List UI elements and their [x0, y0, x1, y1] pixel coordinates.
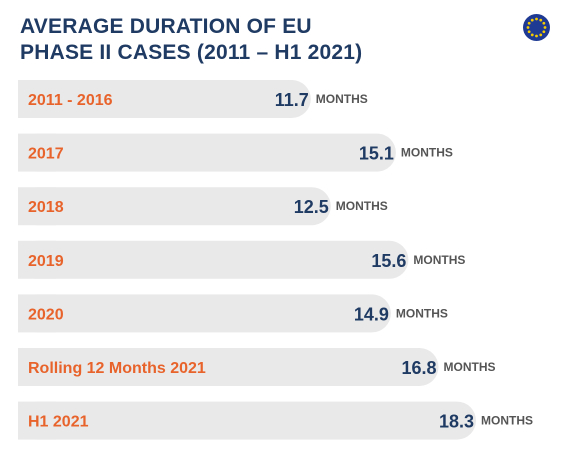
unit-label: MONTHS	[336, 199, 388, 213]
eu-star-icon	[542, 21, 546, 25]
bar-left-edge	[18, 348, 56, 386]
eu-star-icon	[530, 18, 534, 22]
value-label: 11.7	[275, 90, 309, 110]
bar-row: 2019 15.6 MONTHS	[18, 240, 465, 279]
bar-left-edge	[18, 401, 56, 440]
category-label: 2017	[28, 146, 64, 163]
unit-label: MONTHS	[444, 360, 496, 374]
bar	[18, 240, 409, 279]
eu-star-icon	[535, 17, 538, 21]
bar-left-edge	[18, 133, 56, 172]
eu-star-icon	[526, 26, 530, 29]
bar	[18, 401, 476, 440]
bar-left-edge	[18, 187, 56, 226]
unit-label: MONTHS	[316, 92, 368, 106]
category-label: 2011 - 2016	[28, 92, 113, 109]
chart-title-line-1: AVERAGE DURATION OF EU	[20, 15, 312, 38]
unit-label: MONTHS	[413, 253, 465, 267]
eu-star-icon	[539, 33, 543, 37]
category-label: Rolling 12 Months 2021	[28, 360, 206, 377]
bar	[18, 133, 396, 172]
value-label: 12.5	[294, 197, 329, 217]
value-label: 15.6	[371, 251, 406, 271]
value-label: 18.3	[439, 412, 474, 432]
bar	[18, 80, 311, 118]
eu-star-icon	[535, 34, 538, 38]
category-label: 2020	[28, 306, 64, 323]
value-label: 15.1	[359, 144, 394, 164]
bar-row: H1 2021 18.3 MONTHS	[18, 401, 533, 440]
bar-left-edge	[18, 80, 56, 118]
unit-label: MONTHS	[401, 146, 453, 160]
eu-star-icon	[539, 18, 543, 22]
eu-star-icon	[543, 26, 547, 29]
bar	[18, 294, 391, 333]
eu-star-icon	[542, 30, 546, 34]
chart-title-line-2: PHASE II CASES (2011 – H1 2021)	[20, 41, 363, 64]
bar-left-edge	[18, 294, 56, 333]
bar-row: 2017 15.1 MONTHS	[18, 133, 453, 172]
category-label: 2019	[28, 253, 64, 270]
bar-row: Rolling 12 Months 2021 16.8 MONTHS	[18, 348, 496, 386]
unit-label: MONTHS	[396, 306, 448, 320]
bar-row: 2018 12.5 MONTHS	[18, 187, 388, 226]
value-label: 16.8	[401, 358, 436, 378]
bar	[18, 348, 439, 386]
bar-row: 2011 - 2016 11.7 MONTHS	[18, 80, 368, 118]
eu-star-icon	[527, 30, 531, 34]
value-label: 14.9	[354, 304, 389, 324]
bar-row: 2020 14.9 MONTHS	[18, 294, 448, 333]
category-label: 2018	[28, 199, 64, 216]
unit-label: MONTHS	[481, 414, 533, 428]
category-label: H1 2021	[28, 414, 89, 431]
eu-star-icon	[530, 33, 534, 37]
eu-flag-icon	[523, 14, 550, 41]
chart-title: AVERAGE DURATION OF EU PHASE II CASES (2…	[20, 14, 362, 66]
eu-star-icon	[527, 21, 531, 25]
bar-left-edge	[18, 240, 56, 279]
bar	[18, 187, 331, 226]
